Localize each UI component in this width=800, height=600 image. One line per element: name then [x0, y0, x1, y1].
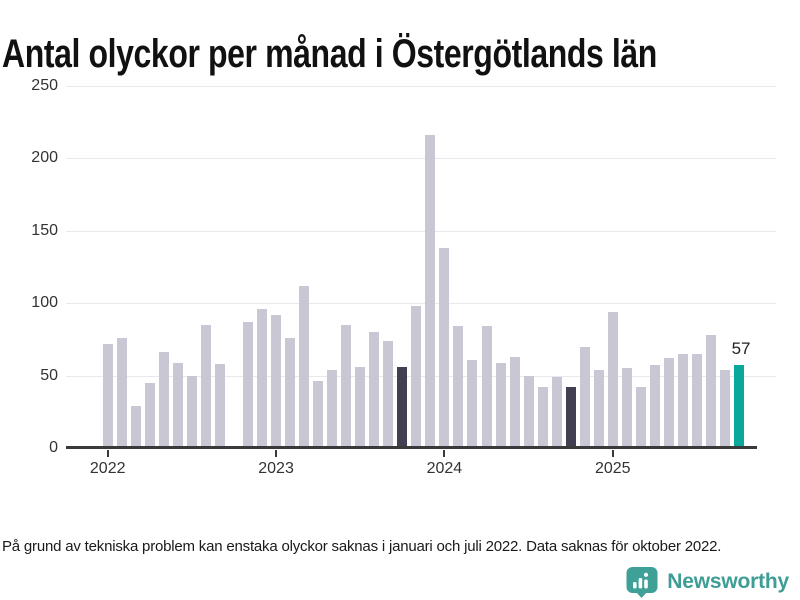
bar-2022-09 [214, 364, 225, 448]
x-tick-2022 [106, 450, 109, 457]
bar-2024-01 [439, 248, 450, 448]
bar-2025-10 [734, 365, 745, 448]
bar-2024-12 [593, 369, 604, 448]
x-tick-label-2023: 2023 [258, 460, 294, 477]
bar-2024-05 [495, 362, 506, 448]
gridline-250 [66, 86, 776, 87]
y-tick-label-200: 200 [31, 149, 58, 167]
y-tick-label-250: 250 [31, 77, 58, 94]
bar-2023-09 [383, 340, 394, 448]
bar-2024-11 [579, 346, 590, 448]
x-tick-2023 [275, 450, 278, 457]
bar-2023-01 [271, 314, 282, 448]
bar-2023-03 [299, 285, 310, 448]
bar-2025-04 [649, 365, 660, 448]
bar-2024-04 [481, 326, 492, 448]
bar-2025-08 [705, 335, 716, 448]
x-axis-line [66, 446, 757, 449]
bar-2024-09 [551, 377, 562, 448]
bar-2024-08 [537, 387, 548, 448]
bar-2022-05 [158, 352, 169, 448]
y-tick-label-150: 150 [31, 221, 58, 239]
bar-2022-04 [144, 382, 155, 448]
bar-2023-04 [313, 381, 324, 448]
bar-2022-07 [186, 375, 197, 448]
bar-2023-07 [355, 366, 366, 448]
x-tick-label-2022: 2022 [89, 460, 126, 477]
bar-2025-02 [621, 368, 632, 448]
bar-2025-01 [607, 311, 618, 448]
bar-2025-09 [720, 369, 731, 448]
bar-2022-02 [116, 337, 127, 448]
bar-2024-03 [467, 359, 478, 448]
chart-title: Antal olyckor per månad i Östergötlands … [2, 31, 657, 76]
gridline-100 [66, 303, 776, 305]
bar-2023-10 [397, 366, 408, 448]
bar-2022-01 [102, 343, 113, 448]
bar-2025-05 [663, 358, 674, 448]
bar-2023-02 [285, 337, 296, 448]
bar-2022-12 [257, 309, 268, 448]
latest-value-label: 57 [731, 339, 751, 359]
bar-2023-05 [327, 369, 338, 448]
bar-2024-02 [453, 326, 464, 448]
newsworthy-logo[interactable]: Newsworthy [625, 566, 789, 598]
bar-2022-08 [200, 324, 211, 448]
bar-2022-03 [130, 406, 141, 448]
y-tick-label-100: 100 [31, 294, 58, 312]
bar-2025-03 [635, 387, 646, 448]
plot-area: 0 50 100 150 200 250 2022 2023 2024 2025 57 [31, 77, 776, 477]
bar-2022-11 [243, 322, 253, 448]
y-tick-label-50: 50 [40, 366, 58, 384]
footnote-text: På grund av tekniska problem kan enstaka… [2, 538, 722, 555]
x-tick-label-2024: 2024 [426, 460, 463, 477]
bar-chart-speech-bubble-icon [626, 567, 658, 598]
gridline-200 [66, 158, 776, 160]
bar-2023-11 [411, 306, 422, 448]
gridline-150 [66, 230, 776, 232]
bar-2023-06 [341, 324, 352, 448]
bar-2024-07 [523, 375, 534, 448]
x-tick-label-2025: 2025 [594, 460, 631, 477]
bar-2023-08 [369, 332, 380, 448]
bar-2024-10 [565, 387, 576, 448]
bar-2023-12 [425, 135, 436, 448]
x-tick-2025 [611, 450, 614, 457]
x-tick-2024 [443, 450, 446, 457]
bar-2022-06 [172, 362, 183, 448]
bar-2024-06 [509, 356, 520, 448]
bar-2025-07 [691, 353, 702, 448]
y-tick-label-0: 0 [49, 439, 58, 456]
newsworthy-wordmark: Newsworthy [667, 570, 789, 593]
bar-2025-06 [677, 353, 688, 448]
